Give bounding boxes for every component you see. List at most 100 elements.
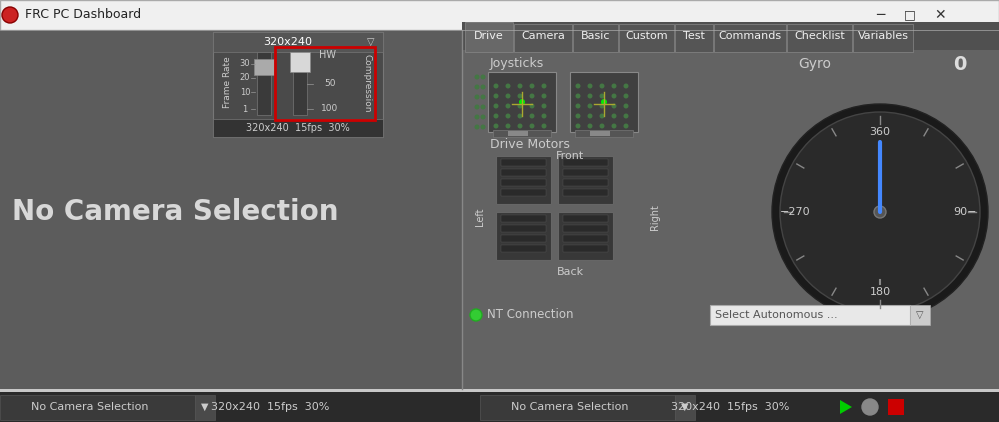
Circle shape — [494, 103, 499, 108]
Text: Variables: Variables — [857, 31, 908, 41]
Circle shape — [587, 124, 592, 129]
Circle shape — [494, 94, 499, 98]
Circle shape — [599, 103, 604, 108]
Bar — [563, 215, 608, 222]
Text: ▼: ▼ — [201, 402, 209, 412]
Bar — [213, 32, 383, 52]
Bar — [910, 305, 930, 325]
Circle shape — [475, 95, 480, 100]
Bar — [590, 131, 610, 136]
Bar — [462, 30, 999, 389]
Circle shape — [475, 105, 480, 109]
Bar — [275, 47, 375, 120]
Bar — [488, 72, 556, 132]
Bar — [0, 395, 195, 420]
Circle shape — [587, 114, 592, 119]
Bar — [462, 22, 999, 50]
Bar — [563, 189, 608, 196]
Circle shape — [623, 103, 628, 108]
Bar — [787, 24, 852, 52]
Circle shape — [475, 75, 480, 79]
Text: Select Autonomous ...: Select Autonomous ... — [715, 310, 837, 320]
Circle shape — [599, 94, 604, 98]
Circle shape — [517, 84, 522, 89]
Bar — [563, 169, 608, 176]
Circle shape — [611, 114, 616, 119]
Bar — [0, 0, 999, 30]
Bar — [575, 130, 633, 137]
Circle shape — [575, 114, 580, 119]
Bar — [501, 179, 546, 186]
Bar — [558, 212, 613, 260]
Circle shape — [862, 399, 878, 415]
Text: ✕: ✕ — [934, 8, 946, 22]
Bar — [501, 245, 546, 252]
Bar — [257, 52, 271, 115]
Circle shape — [623, 114, 628, 119]
Circle shape — [599, 84, 604, 89]
Bar — [213, 32, 383, 137]
Bar — [563, 159, 608, 166]
Circle shape — [475, 114, 480, 119]
Circle shape — [481, 124, 486, 130]
Circle shape — [599, 114, 604, 119]
Text: Commands: Commands — [718, 31, 781, 41]
Text: Compression: Compression — [363, 54, 372, 113]
Bar — [501, 225, 546, 232]
Text: FRC PC Dashboard: FRC PC Dashboard — [25, 8, 141, 22]
Circle shape — [541, 124, 546, 129]
Circle shape — [623, 94, 628, 98]
Bar — [501, 169, 546, 176]
Circle shape — [611, 94, 616, 98]
Circle shape — [611, 84, 616, 89]
Circle shape — [481, 95, 486, 100]
Text: Camera: Camera — [521, 31, 565, 41]
Text: Gyro: Gyro — [798, 57, 831, 71]
Circle shape — [541, 114, 546, 119]
Circle shape — [541, 103, 546, 108]
Circle shape — [519, 99, 525, 105]
Circle shape — [874, 206, 886, 218]
Text: Test: Test — [683, 31, 705, 41]
Text: Drive Motors: Drive Motors — [490, 138, 569, 151]
Circle shape — [517, 94, 522, 98]
Circle shape — [505, 94, 510, 98]
Bar — [0, 30, 462, 389]
Text: 100: 100 — [322, 104, 339, 113]
Circle shape — [575, 84, 580, 89]
Bar — [570, 72, 638, 132]
Text: □: □ — [904, 8, 916, 22]
Text: Drive: Drive — [475, 31, 503, 41]
Circle shape — [2, 7, 18, 23]
Circle shape — [587, 103, 592, 108]
Circle shape — [475, 84, 480, 89]
Bar — [0, 392, 999, 422]
Text: 30: 30 — [240, 59, 251, 68]
Bar — [563, 235, 608, 242]
Bar — [501, 235, 546, 242]
Text: 320x240  15fps  30%: 320x240 15fps 30% — [670, 402, 789, 412]
Circle shape — [517, 114, 522, 119]
Bar — [675, 24, 713, 52]
Text: No Camera Selection: No Camera Selection — [12, 198, 339, 226]
Text: ▼: ▼ — [681, 402, 688, 412]
Bar — [254, 59, 274, 75]
Text: Right: Right — [650, 204, 660, 230]
Circle shape — [575, 103, 580, 108]
Bar — [888, 399, 904, 415]
Bar — [293, 52, 307, 115]
Circle shape — [529, 114, 534, 119]
Bar — [213, 119, 383, 137]
Bar — [290, 52, 310, 72]
Circle shape — [772, 104, 988, 320]
Circle shape — [470, 309, 482, 321]
Bar — [501, 189, 546, 196]
Circle shape — [529, 124, 534, 129]
Text: 20: 20 — [240, 73, 251, 82]
Bar — [465, 22, 513, 52]
Text: 320x240: 320x240 — [264, 37, 313, 47]
Circle shape — [623, 84, 628, 89]
Text: 320x240  15fps  30%: 320x240 15fps 30% — [211, 402, 330, 412]
Bar — [714, 24, 786, 52]
Text: HW: HW — [319, 50, 336, 60]
